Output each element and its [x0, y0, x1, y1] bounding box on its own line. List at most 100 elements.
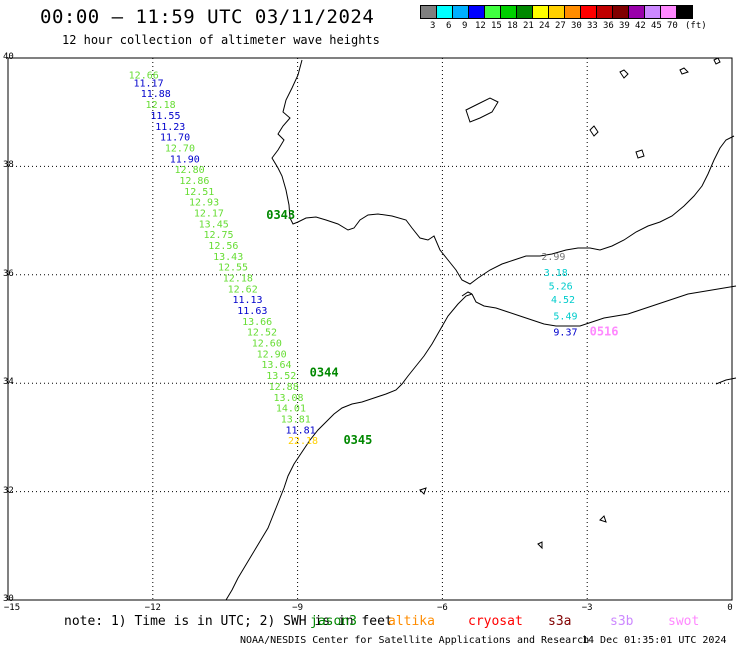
color-scale-label: 42 — [635, 21, 646, 31]
generation-timestamp: 14 Dec 01:35:01 UTC 2024 — [582, 635, 727, 646]
wave-height-label: 11.23 — [155, 122, 185, 133]
satellite-legend-item: s3a — [548, 614, 572, 629]
color-scale-label: 12 — [475, 21, 486, 31]
color-scale-label: 36 — [603, 21, 614, 31]
wave-height-label: 13.66 — [242, 317, 272, 328]
wave-height-label: 13.08 — [273, 393, 303, 404]
wave-height-label: 11.70 — [160, 133, 190, 144]
satellite-legend-item: jason3 — [310, 614, 357, 629]
lat-tick-label: 40 — [3, 52, 14, 62]
wave-height-label: 3.18 — [544, 268, 568, 279]
island-4 — [465, 97, 499, 123]
color-scale-label: 21 — [523, 21, 534, 31]
color-scale-label: 27 — [555, 21, 566, 31]
color-scale-label: (ft) — [685, 21, 707, 31]
wave-height-label: 12.18 — [223, 274, 253, 285]
wave-height-label: 12.86 — [179, 176, 209, 187]
coastline-gibraltar-tip — [461, 291, 473, 297]
color-scale-label: 33 — [587, 21, 598, 31]
altimeter-track-1: 12.6611.1711.8812.1811.5511.2311.7012.70… — [129, 70, 373, 447]
wave-height-label: 12.88 — [269, 382, 299, 393]
satellite-legend-item: cryosat — [468, 614, 523, 629]
island-5 — [589, 125, 599, 137]
wave-height-label: 12.18 — [146, 100, 176, 111]
color-scale-label: 6 — [446, 21, 452, 31]
wave-height-label: 12.55 — [218, 263, 248, 274]
satellite-legend-item: swot — [668, 614, 700, 629]
wave-height-label: 11.17 — [133, 78, 163, 89]
wave-height-label: 13.52 — [266, 371, 296, 382]
satellite-legend-item: s3b — [610, 614, 634, 629]
coastline-africa — [225, 293, 473, 601]
wave-height-label: 11.81 — [286, 425, 316, 436]
wave-height-label: 13.43 — [213, 252, 243, 263]
wave-height-label: 9.37 — [553, 328, 577, 339]
footer-note: note: 1) Time is in UTC; 2) SWH is in fe… — [64, 614, 393, 629]
pass-time-label: 0344 — [310, 365, 339, 379]
color-scale-label: 39 — [619, 21, 630, 31]
color-scale-label: 70 — [667, 21, 678, 31]
wave-height-label: 5.26 — [549, 282, 573, 293]
wave-height-label: 11.90 — [170, 154, 200, 165]
color-swatch — [676, 5, 693, 19]
map-subtitle: 12 hour collection of altimeter wave hei… — [62, 33, 380, 47]
color-scale-label: 30 — [571, 21, 582, 31]
island-10 — [715, 377, 737, 385]
wave-height-label: 13.64 — [261, 360, 291, 371]
wave-height-label: 13.81 — [281, 414, 311, 425]
lon-tick-label: −15 — [3, 603, 21, 613]
wave-height-label: 11.13 — [232, 295, 262, 306]
altimeter-track-2: 2.99 3.18 5.26 4.52 5.49 9.37 0516 — [541, 252, 618, 339]
wave-height-label: 12.93 — [189, 198, 219, 209]
island-2 — [679, 67, 689, 75]
wave-height-label: 11.88 — [141, 89, 171, 100]
pass-time-label: 0516 — [590, 325, 619, 339]
color-scale-label: 45 — [651, 21, 662, 31]
wave-height-label: 12.80 — [175, 165, 205, 176]
color-scale-label: 18 — [507, 21, 518, 31]
wave-height-label: 12.66 — [129, 70, 159, 81]
island-7 — [599, 515, 607, 523]
wave-height-label: 14.01 — [276, 404, 306, 415]
coastline-iberia-west — [271, 59, 735, 285]
wave-height-label: 12.17 — [194, 208, 224, 219]
island-8 — [537, 541, 543, 550]
color-scale-label: 3 — [430, 21, 436, 31]
grid-lines — [7, 57, 733, 601]
lon-tick-label: −12 — [144, 603, 161, 613]
wave-height-label: 11.63 — [237, 306, 267, 317]
wave-height-label: 12.62 — [228, 284, 258, 295]
island-3 — [713, 57, 721, 65]
wave-height-label: 4.52 — [551, 295, 575, 306]
wave-height-label: 12.51 — [184, 187, 214, 198]
lon-tick-label: −9 — [292, 603, 304, 613]
wave-height-label: 5.49 — [553, 311, 577, 322]
coastline-africa-med — [471, 285, 737, 327]
wave-height-label: 22.18 — [288, 436, 318, 447]
lon-tick-label: −3 — [581, 603, 593, 613]
color-scale-label: 9 — [462, 21, 468, 31]
satellite-legend-item: altika — [388, 614, 435, 629]
pass-time-label: 0343 — [266, 208, 295, 222]
wave-height-label: 12.52 — [247, 328, 277, 339]
wave-height-label: 12.60 — [252, 339, 282, 350]
island-9 — [419, 487, 427, 495]
wave-height-label: 2.99 — [541, 252, 565, 263]
island-6 — [635, 149, 645, 159]
wave-height-label: 13.45 — [199, 219, 229, 230]
credit-text: NOAA/NESDIS Center for Satellite Applica… — [240, 635, 590, 646]
lon-tick-label: −6 — [436, 603, 448, 613]
wave-height-label: 12.70 — [165, 143, 195, 154]
coastline — [225, 57, 737, 601]
wave-height-label: 12.56 — [208, 241, 238, 252]
color-scale-label: 15 — [491, 21, 502, 31]
map-frame — [7, 57, 733, 601]
pass-time-label: 0345 — [343, 433, 372, 447]
island-1 — [619, 69, 629, 79]
color-scale-label: 24 — [539, 21, 550, 31]
color-scale-bar — [420, 5, 693, 19]
map-title: 00:00 – 11:59 UTC 03/11/2024 — [40, 6, 375, 28]
lon-tick-label: 0 — [727, 603, 733, 613]
